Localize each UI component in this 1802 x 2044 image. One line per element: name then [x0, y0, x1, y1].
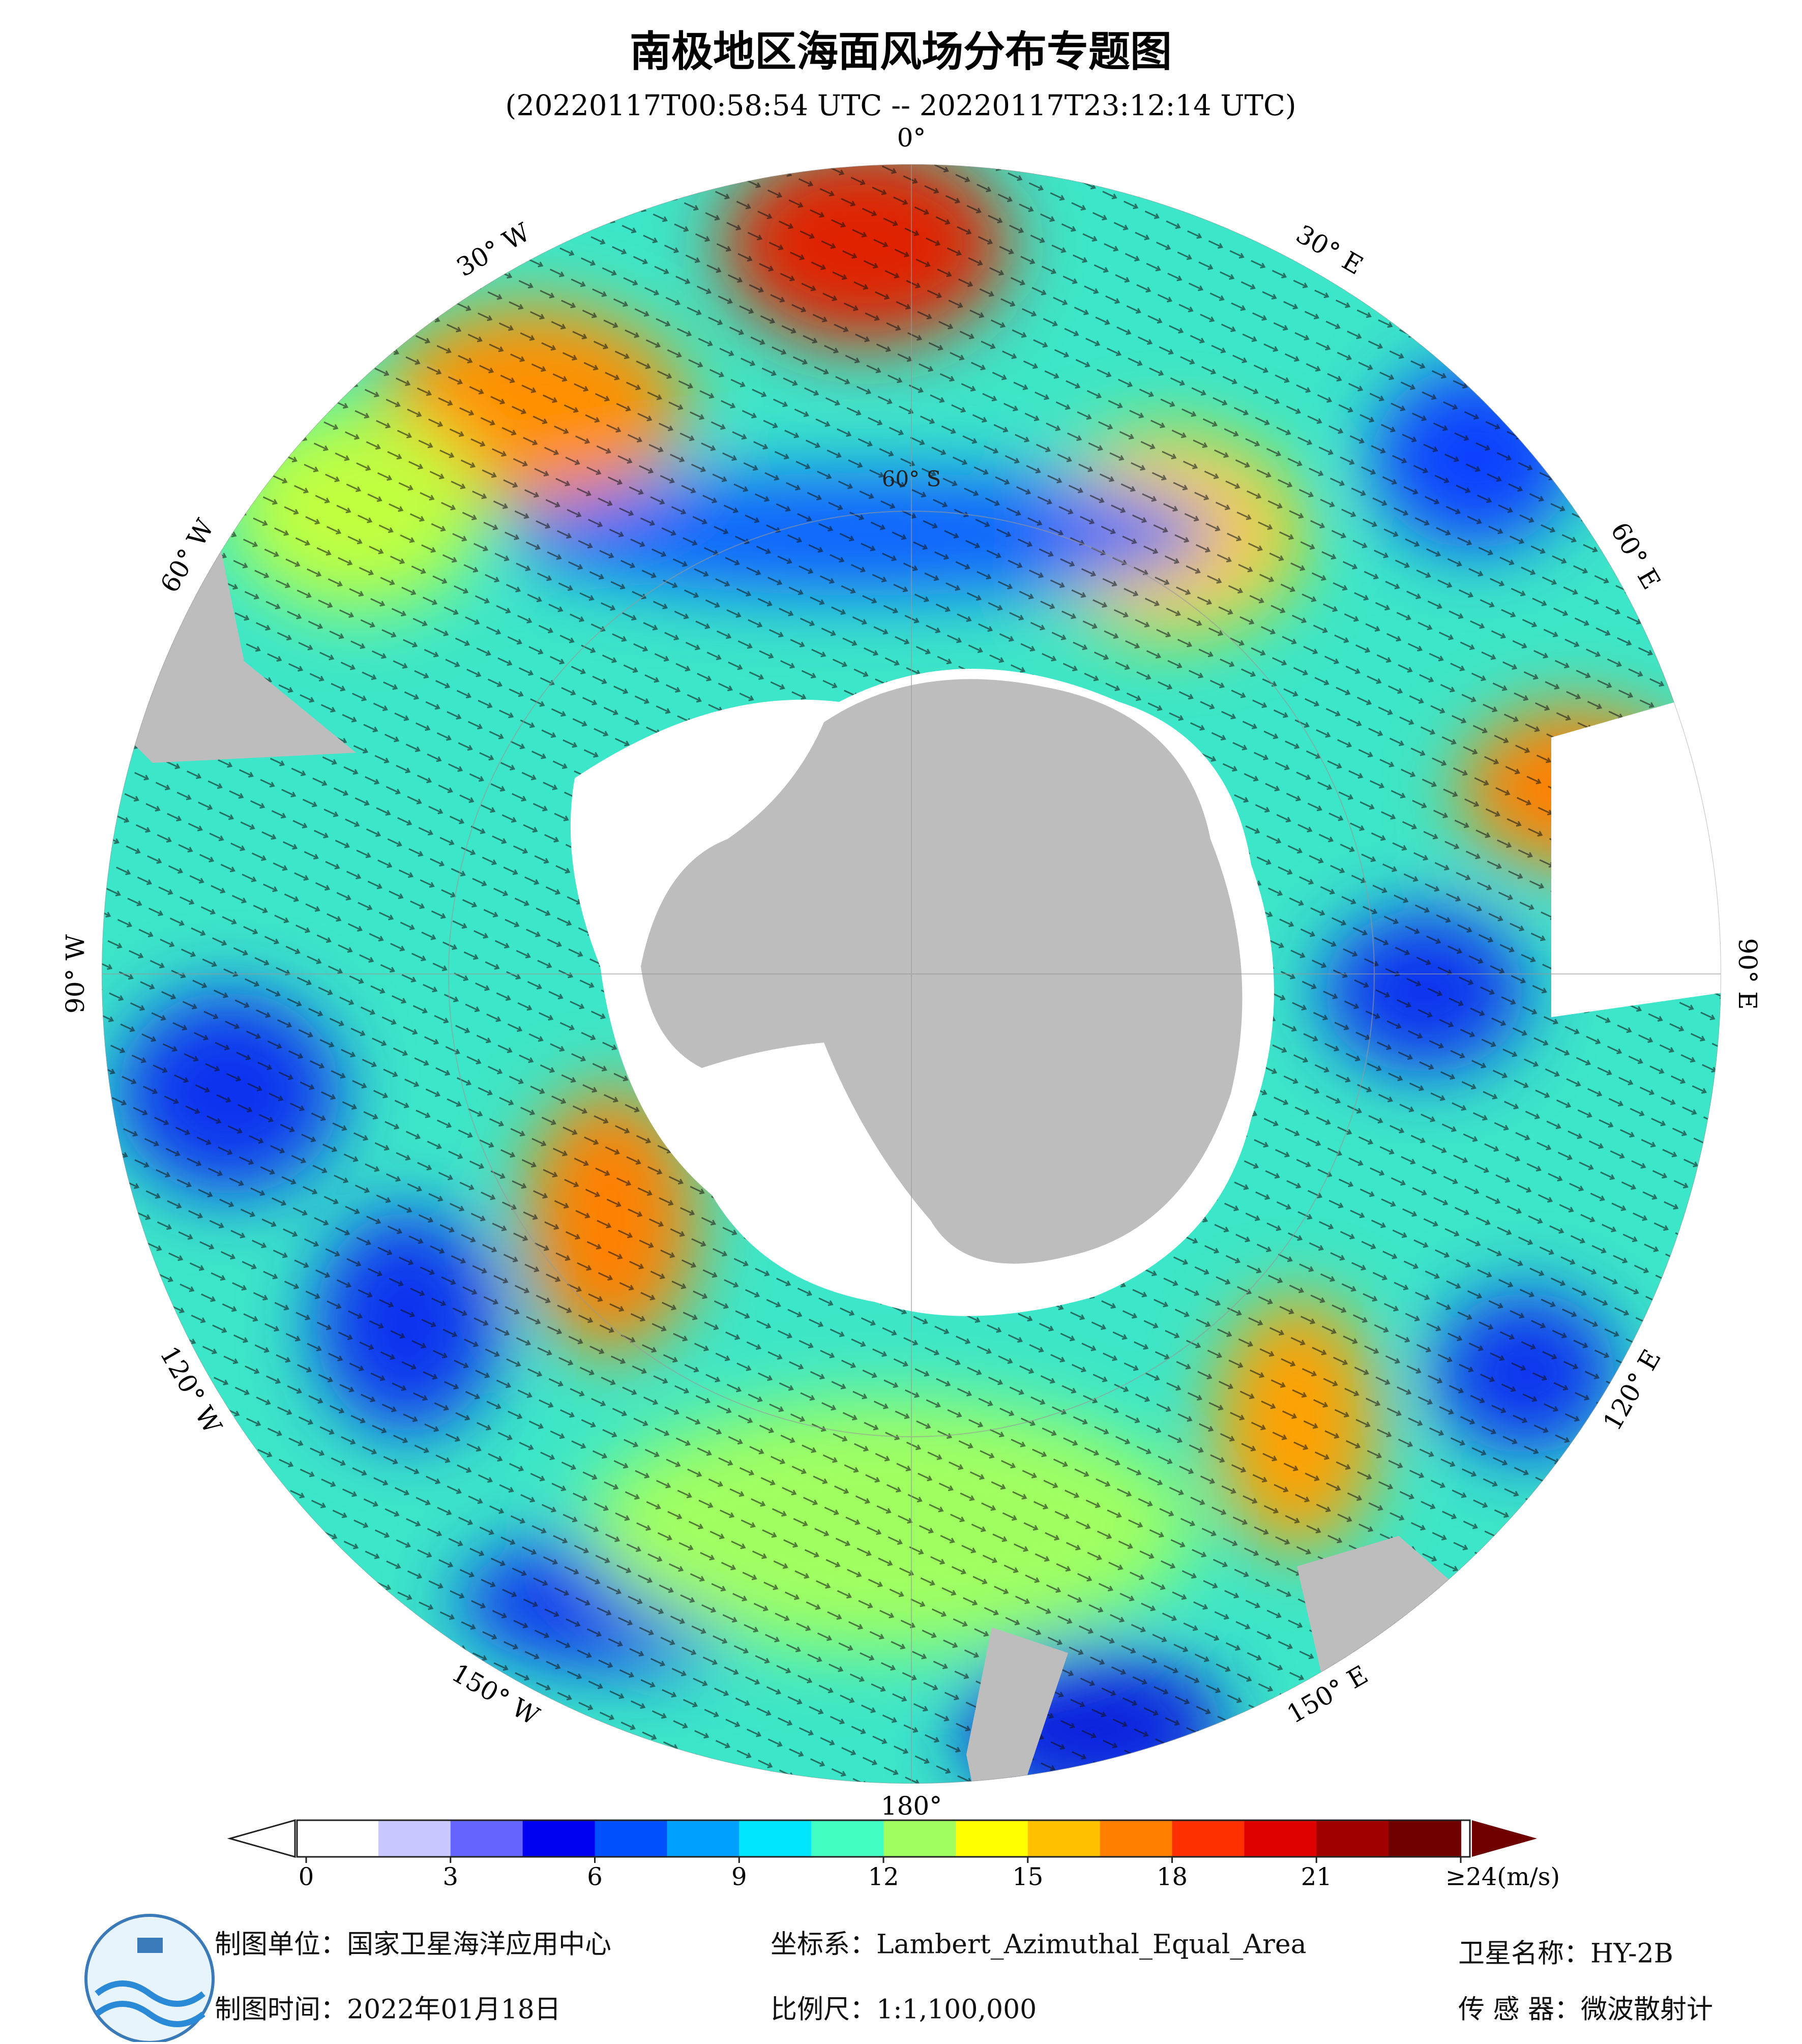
longitude-label: 90° E [1733, 938, 1762, 1010]
latitude-label: 60° S [882, 466, 941, 491]
colorbar-over [1472, 1820, 1537, 1857]
swath-gap [636, 164, 1721, 1017]
colorbar-tick-label: ≥24(m/s) [1445, 1863, 1560, 1891]
footer-unit: 制图单位：国家卫星海洋应用中心 [215, 1930, 611, 1960]
colorbar-tick-label: 12 [868, 1863, 899, 1891]
antarctica [641, 679, 1243, 1264]
longitude-label: 0° [897, 123, 926, 153]
colorbar-under [227, 1819, 296, 1858]
colorbar: 0 3 6 9 12 15 18 21 ≥24(m/s) [227, 1819, 1560, 1891]
colorbar-segment [1389, 1820, 1461, 1857]
land [102, 539, 1475, 1784]
colorbar-segment [595, 1820, 668, 1857]
footer-satellite: 卫星名称：HY-2B [1458, 1939, 1673, 1969]
colorbar-tick-label: 21 [1301, 1863, 1332, 1891]
footer-crs: 坐标系：Lambert_Azimuthal_Equal_Area [771, 1930, 1307, 1960]
colorbar-tick-label: 0 [299, 1863, 314, 1891]
colorbar-segment [1244, 1820, 1317, 1857]
colorbar-segment [306, 1820, 379, 1857]
footer-sensor: 传 感 器：微波散射计 [1458, 1995, 1713, 2025]
footer-scale: 比例尺：1:1,100,000 [771, 1995, 1037, 2025]
colorbar-segment [378, 1820, 451, 1857]
colorbar-segment [955, 1820, 1028, 1857]
colorbar-tick-label: 9 [731, 1863, 747, 1891]
longitude-label: 180° [881, 1791, 942, 1821]
title: 南极地区海面风场分布专题图 [630, 27, 1172, 76]
logo [84, 1914, 215, 2044]
colorbar-segment [667, 1820, 740, 1857]
colorbar-segment [739, 1820, 812, 1857]
colorbar-segment [450, 1820, 523, 1857]
colorbar-tick-label: 15 [1012, 1863, 1043, 1891]
colorbar-tick-label: 18 [1157, 1863, 1188, 1891]
colorbar-segment [1027, 1820, 1101, 1857]
colorbar-segment [883, 1820, 956, 1857]
colorbar-segment [1316, 1820, 1390, 1857]
colorbar-segment [1100, 1820, 1173, 1857]
footer-date: 制图时间：2022年01月18日 [215, 1995, 561, 2025]
graticule [102, 164, 1721, 1784]
colorbar-segment [522, 1820, 596, 1857]
colorbar-tick-label: 3 [442, 1863, 458, 1891]
colorbar-tick-label: 6 [587, 1863, 603, 1891]
subtitle: (20220117T00:58:54 UTC -- 20220117T23:12… [505, 90, 1296, 123]
colorbar-segment [1172, 1820, 1245, 1857]
colorbar-segment [811, 1820, 884, 1857]
longitude-label: 90° W [61, 934, 90, 1014]
